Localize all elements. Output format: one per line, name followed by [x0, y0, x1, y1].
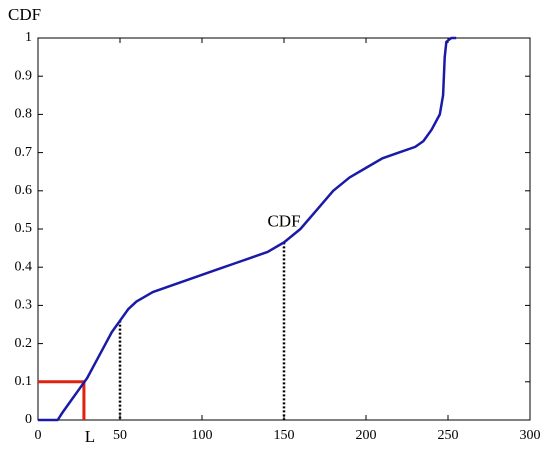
cdf-line	[38, 36, 457, 422]
y-tick-label: 0	[25, 412, 32, 427]
y-tick-label: 0.6	[15, 183, 33, 198]
y-tick-label: 0.2	[15, 336, 33, 351]
guide-label: L	[85, 427, 95, 446]
x-tick-label: 50	[113, 428, 127, 443]
x-tick-label: 150	[274, 428, 295, 443]
x-tick-label: 200	[356, 428, 377, 443]
y-tick-label: 0.7	[15, 145, 33, 160]
x-tick-label: 250	[438, 428, 459, 443]
x-tick-label: 100	[192, 428, 213, 443]
y-tick-label: 0.8	[15, 107, 33, 122]
x-tick-label: 0	[35, 428, 42, 443]
y-tick-label: 1	[25, 30, 32, 45]
y-tick-label: 0.1	[15, 374, 33, 389]
annotation: CDF	[267, 211, 300, 230]
y-axis-label: CDF	[8, 5, 41, 24]
y-tick-label: 0.9	[15, 68, 33, 83]
x-tick-label: 300	[520, 428, 541, 443]
y-tick-label: 0.5	[15, 221, 33, 236]
y-tick-label: 0.3	[15, 298, 33, 313]
y-tick-label: 0.4	[15, 259, 33, 274]
